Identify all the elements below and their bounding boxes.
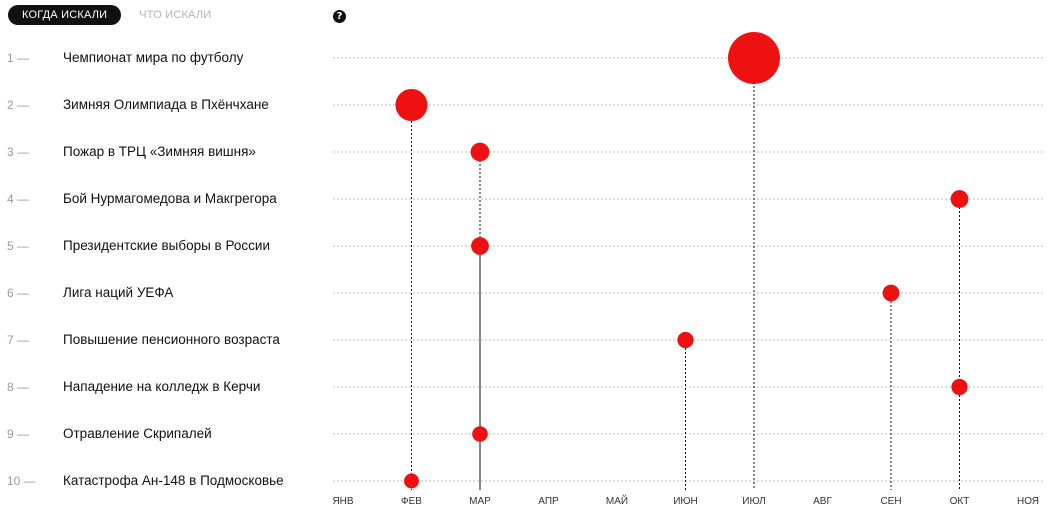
month-tick-label: ИЮЛ	[742, 496, 765, 507]
tab-when-searched[interactable]: КОГДА ИСКАЛИ	[8, 5, 122, 25]
month-tick-label: ОКТ	[950, 496, 970, 507]
rank-number: 1 —	[7, 51, 30, 65]
query-label[interactable]: Нападение на колледж в Керчи	[63, 379, 261, 394]
rank-number: 3 —	[7, 145, 30, 159]
query-label[interactable]: Бой Нурмагомедова и Макгрегора	[63, 191, 277, 206]
month-tick-label: НОЯ	[1017, 496, 1039, 507]
rank-number: 6 —	[7, 286, 30, 300]
query-label[interactable]: Лига наций УЕФА	[63, 285, 174, 300]
peak-dot[interactable]	[677, 331, 694, 349]
query-label[interactable]: Катастрофа Ан-148 в Подмосковье	[63, 473, 284, 488]
peak-dot[interactable]	[395, 88, 428, 122]
query-label[interactable]: Повышение пенсионного возраста	[63, 332, 280, 347]
rank-number: 10 —	[7, 474, 36, 488]
month-tick-label: ИЮН	[673, 496, 698, 507]
peak-dot[interactable]	[951, 378, 968, 396]
month-tick-label: МАЙ	[606, 494, 628, 507]
rank-number: 7 —	[7, 333, 30, 347]
rank-number: 9 —	[7, 427, 30, 441]
month-tick-label: МАР	[469, 496, 491, 507]
query-label[interactable]: Отравление Скрипалей	[63, 426, 212, 441]
query-label[interactable]: Зимняя Олимпиада в Пхёнчхане	[63, 97, 269, 112]
query-label[interactable]: Президентские выборы в России	[63, 238, 270, 253]
rank-number: 4 —	[7, 192, 30, 206]
peak-dot[interactable]	[882, 284, 900, 302]
question-circle-icon[interactable]: ?	[333, 10, 346, 23]
month-tick-label: СЕН	[880, 496, 901, 507]
peak-dot[interactable]	[472, 426, 488, 442]
peak-dot[interactable]	[471, 237, 489, 255]
tab-what-searched[interactable]: ЧТО ИСКАЛИ	[139, 9, 212, 21]
query-label[interactable]: Чемпионат мира по футболу	[63, 50, 244, 65]
peak-dot[interactable]	[470, 142, 490, 162]
month-tick-label: ЯНВ	[332, 496, 353, 507]
peak-dot[interactable]	[728, 32, 780, 84]
month-tick-label: АВГ	[813, 496, 832, 507]
month-tick-label: ФЕВ	[401, 496, 422, 507]
view-tabs: КОГДА ИСКАЛИ ЧТО ИСКАЛИ	[8, 5, 225, 25]
query-label[interactable]: Пожар в ТРЦ «Зимняя вишня»	[63, 144, 256, 159]
rank-number: 8 —	[7, 380, 30, 394]
rank-number: 5 —	[7, 239, 30, 253]
rank-number: 2 —	[7, 98, 30, 112]
peak-dot[interactable]	[950, 190, 969, 208]
month-tick-label: АПР	[538, 496, 559, 507]
peak-dot[interactable]	[404, 473, 419, 489]
